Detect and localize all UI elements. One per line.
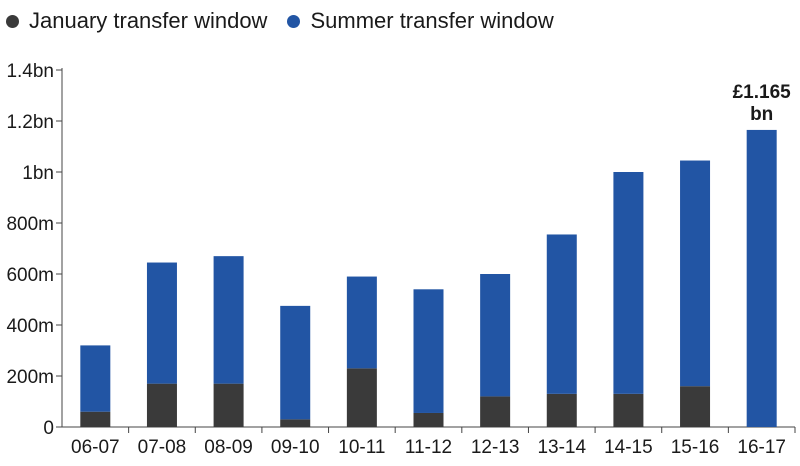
y-tick-label: 1bn [22,163,54,184]
bar-summer-06-07 [80,345,111,412]
y-tick-label: 1.2bn [6,112,54,133]
bar-january-07-08 [146,383,177,427]
annotation-label: £1.165 [733,82,792,103]
x-tick-label: 06-07 [71,437,120,458]
x-tick-label: 16-17 [737,437,786,458]
bar-january-09-10 [280,419,311,427]
x-tick-label: 12-13 [471,437,520,458]
y-tick-label: 200m [6,367,54,388]
bar-summer-09-10 [280,305,311,420]
bar-summer-10-11 [346,276,377,369]
legend-swatch-summer [287,14,301,28]
bar-january-14-15 [613,393,644,427]
legend-item-summer: Summer transfer window [287,8,554,34]
bar-summer-16-17 [746,129,777,428]
bar-january-13-14 [546,393,577,427]
bar-january-15-16 [680,386,711,427]
x-tick-label: 10-11 [338,437,385,458]
legend-label-summer: Summer transfer window [310,8,554,33]
x-tick-label: 07-08 [138,437,187,458]
x-tick-label: 14-15 [604,437,653,458]
bar-summer-13-14 [546,234,577,394]
bar-summer-15-16 [680,160,711,387]
bar-summer-08-09 [213,256,244,384]
legend-label-january: January transfer window [29,8,268,33]
bar-summer-12-13 [480,274,511,397]
bar-summer-11-12 [413,289,444,413]
legend: January transfer window Summer transfer … [6,8,554,34]
x-tick-label: 13-14 [537,437,586,458]
bar-summer-07-08 [146,262,177,384]
bar-january-06-07 [80,411,111,427]
y-tick-label: 0 [43,418,54,439]
x-tick-label: 15-16 [671,437,720,458]
annotation-label: bn [750,104,773,125]
bar-january-10-11 [346,368,377,427]
legend-item-january: January transfer window [6,8,267,34]
y-tick-label: 1.4bn [6,61,54,82]
legend-swatch-january [6,14,19,28]
bar-january-11-12 [413,412,444,427]
y-tick-label: 600m [6,265,54,286]
x-tick-label: 09-10 [271,437,320,458]
bar-january-12-13 [480,396,511,427]
bar-january-08-09 [213,383,244,427]
x-tick-label: 11-12 [405,437,452,458]
y-tick-label: 800m [6,214,54,235]
y-tick-label: 400m [6,316,54,337]
bar-summer-14-15 [613,172,644,394]
x-tick-label: 08-09 [204,437,253,458]
